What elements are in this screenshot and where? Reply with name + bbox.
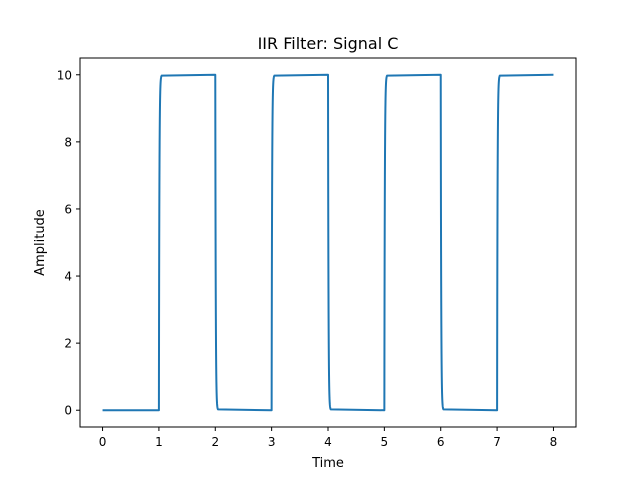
x-tick-label: 3 xyxy=(268,435,276,449)
x-tick-label: 5 xyxy=(381,435,389,449)
x-tick-label: 4 xyxy=(324,435,332,449)
x-tick-label: 0 xyxy=(99,435,107,449)
x-tick-label: 7 xyxy=(493,435,501,449)
x-tick-label: 2 xyxy=(211,435,219,449)
x-tick-label: 8 xyxy=(550,435,558,449)
x-axis-label: Time xyxy=(311,456,344,471)
series-line xyxy=(102,73,554,412)
y-axis-label: Amplitude xyxy=(33,209,48,276)
series-group xyxy=(102,73,554,412)
y-tick-label: 6 xyxy=(64,202,72,216)
y-tick-label: 8 xyxy=(64,135,72,149)
y-axis-ticks: 0 2 4 6 8 10 xyxy=(57,68,80,418)
chart-title: IIR Filter: Signal C xyxy=(258,34,399,53)
x-tick-label: 6 xyxy=(437,435,445,449)
y-tick-label: 4 xyxy=(64,270,72,284)
y-tick-label: 0 xyxy=(64,404,72,418)
x-axis-ticks: 0 1 2 3 4 5 6 7 8 xyxy=(99,427,558,449)
x-tick-label: 1 xyxy=(155,435,163,449)
y-tick-label: 10 xyxy=(57,68,72,82)
y-tick-label: 2 xyxy=(64,337,72,351)
